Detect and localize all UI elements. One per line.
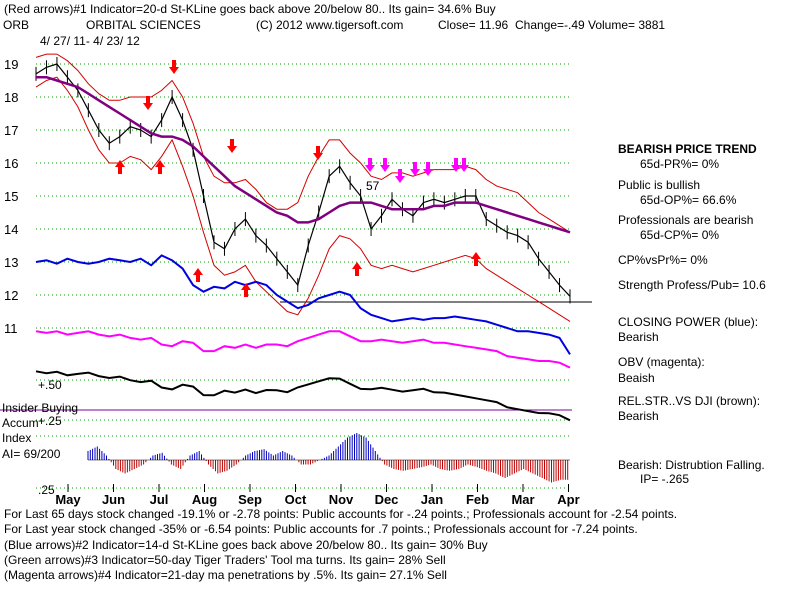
price-series-group <box>35 53 571 322</box>
pr-value: 65d-PR%= 0% <box>640 157 720 171</box>
signal-arrows: 57 <box>115 60 481 297</box>
buy-arrow <box>193 268 203 282</box>
op-value: 65d-OP%= 66.6% <box>640 193 737 207</box>
price-tick-label: 13 <box>4 255 18 270</box>
chart-annotation: 57 <box>366 179 380 193</box>
price-tick-label: 18 <box>4 90 18 105</box>
relstr-title: REL.STR..VS DJI (brown): <box>618 394 761 408</box>
month-label: May <box>55 492 81 507</box>
sell-arrow <box>143 96 153 110</box>
magenta-arrow <box>410 162 420 176</box>
footer-line2: For Last year stock changed -35% or -6.5… <box>4 522 638 536</box>
dist-title: Bearish: Distrubtion Falling. <box>618 458 765 472</box>
accum-histogram <box>87 433 570 483</box>
indicator-tick-label: +.25 <box>38 414 62 428</box>
price-tick-label: 16 <box>4 156 18 171</box>
month-label: Oct <box>285 492 307 507</box>
sell-arrow <box>313 146 323 160</box>
obv-line <box>35 330 571 369</box>
buy-arrow <box>352 262 362 276</box>
price-tick-label: 15 <box>4 189 18 204</box>
magenta-arrow <box>423 162 433 176</box>
closing-power-title: CLOSING POWER (blue): <box>618 315 759 329</box>
obv-value: Beaish <box>618 371 655 385</box>
footer-line3: (Blue arrows)#2 Indicator=14-d St-KLine … <box>4 538 488 552</box>
indicator-tick-label: +.50 <box>38 378 62 392</box>
month-label: Mar <box>511 492 534 507</box>
price-tick-label: 11 <box>4 321 18 336</box>
price-tick-label: 12 <box>4 288 18 303</box>
relstr-line <box>35 370 571 422</box>
cp-value: 65d-CP%= 0% <box>640 228 720 242</box>
month-label: Jun <box>102 492 125 507</box>
sell-arrow <box>227 139 237 153</box>
ip-value: IP= -.265 <box>640 472 690 486</box>
insider-label: Insider Buying <box>2 401 79 415</box>
close-price: Close= 11.96 <box>438 18 509 32</box>
buy-arrow <box>241 283 251 297</box>
prof-title: Professionals are bearish <box>618 213 754 227</box>
public-title: Public is bullish <box>618 178 701 192</box>
accum-label: Accum <box>2 416 39 430</box>
strength-value: Strength Profess/Pub= 10.6 <box>618 278 766 292</box>
month-label: Nov <box>329 492 354 507</box>
price-tick-label: 14 <box>4 222 18 237</box>
indicator-group <box>35 254 571 422</box>
footer-line1: For Last 65 days stock changed -19.1% or… <box>4 507 678 521</box>
sell-arrow <box>169 60 179 74</box>
cpvspr-value: CP%vsPr%= 0% <box>618 253 708 267</box>
footer-line4: (Green arrows)#3 Indicator=50-day Tiger … <box>4 553 446 567</box>
month-label: Sep <box>238 492 262 507</box>
month-label: Jan <box>421 492 443 507</box>
magenta-arrow <box>459 158 469 172</box>
index-label: Index <box>2 431 32 445</box>
copyright: (C) 2012 www.tigersoft.com <box>256 18 404 32</box>
price-line <box>35 63 571 297</box>
obv-title: OBV (magenta): <box>618 355 705 369</box>
trend-title: BEARISH PRICE TREND <box>618 142 757 156</box>
month-label: Apr <box>557 492 579 507</box>
price-tick-label: 19 <box>4 57 18 72</box>
closing-power-line <box>35 254 571 355</box>
indicator-tick-label: .25 <box>38 483 55 497</box>
magenta-arrow <box>451 158 461 172</box>
buy-arrow <box>115 160 125 174</box>
month-label: Jul <box>150 492 169 507</box>
ai-label: AI= 69/200 <box>2 447 61 461</box>
volume: Volume= 3881 <box>588 18 666 32</box>
symbol: ORB <box>3 18 30 32</box>
lower-band-line <box>35 76 571 322</box>
company-name: ORBITAL SCIENCES <box>86 18 201 32</box>
relstr-value: Bearish <box>618 409 659 423</box>
month-label: Aug <box>192 492 217 507</box>
date-range: 4/ 27/ 11- 4/ 23/ 12 <box>40 34 140 48</box>
header-line1: (Red arrows)#1 Indicator=20-d St-KLine g… <box>4 2 496 16</box>
buy-arrow <box>471 252 481 266</box>
change: Change=-.49 <box>515 18 585 32</box>
closing-power-value: Bearish <box>618 330 659 344</box>
buy-arrow <box>155 160 165 174</box>
month-label: Dec <box>375 492 399 507</box>
magenta-arrow <box>365 158 375 172</box>
ma-line <box>36 75 571 234</box>
magenta-arrow <box>380 158 390 172</box>
footer-line5: (Magenta arrows)#4 Indicator=21-day ma p… <box>4 568 447 582</box>
magenta-arrow <box>395 169 405 183</box>
upper-band-line <box>35 53 571 233</box>
price-tick-label: 17 <box>4 123 18 138</box>
month-label: Feb <box>466 492 489 507</box>
